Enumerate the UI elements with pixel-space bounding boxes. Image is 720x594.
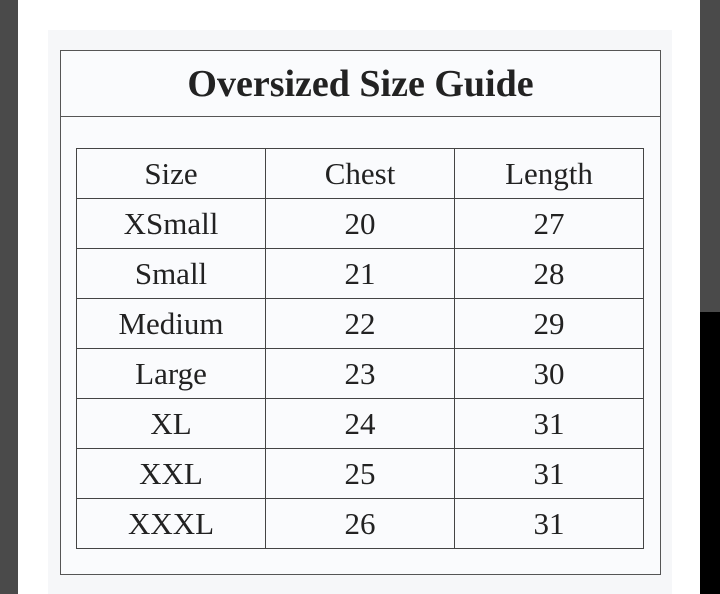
title: Oversized Size Guide [187,62,534,105]
table-cell: XXXL [76,498,266,549]
size-table: Size Chest Length XSmall 20 27 Small 21 28 Medium… [76,148,644,549]
background-strip [0,0,18,594]
table-cell: 26 [265,498,455,549]
table-row: Medium 22 29 [76,298,644,349]
title-row: Oversized Size Guide [61,51,660,117]
table-cell: 27 [454,198,644,249]
table-row: Large 23 30 [76,348,644,399]
table-cell: 21 [265,248,455,299]
header-cell: Length [454,148,644,199]
table-cell: 30 [454,348,644,399]
header-cell: Chest [265,148,455,199]
table-cell: 20 [265,198,455,249]
table-row: XSmall 20 27 [76,198,644,249]
table-row: Small 21 28 [76,248,644,299]
table-cell: 24 [265,398,455,449]
table-cell: XXL [76,448,266,499]
table-cell: XSmall [76,198,266,249]
size-guide: Oversized Size Guide Size Chest Length XSma… [60,50,661,575]
table-cell: 25 [265,448,455,499]
background-strip [700,312,720,594]
table-row: XL 24 31 [76,398,644,449]
table-cell: Small [76,248,266,299]
table-cell: 23 [265,348,455,399]
table-cell: 31 [454,498,644,549]
table-row: XXXL 26 31 [76,498,644,549]
header-cell: Size [76,148,266,199]
table-cell: 31 [454,448,644,499]
header-row: Size Chest Length [76,148,644,199]
table-cell: 22 [265,298,455,349]
table-cell: 31 [454,398,644,449]
table-cell: XL [76,398,266,449]
table-cell: 28 [454,248,644,299]
table-cell: 29 [454,298,644,349]
table-row: XXL 25 31 [76,448,644,499]
table-cell: Large [76,348,266,399]
table-cell: Medium [76,298,266,349]
